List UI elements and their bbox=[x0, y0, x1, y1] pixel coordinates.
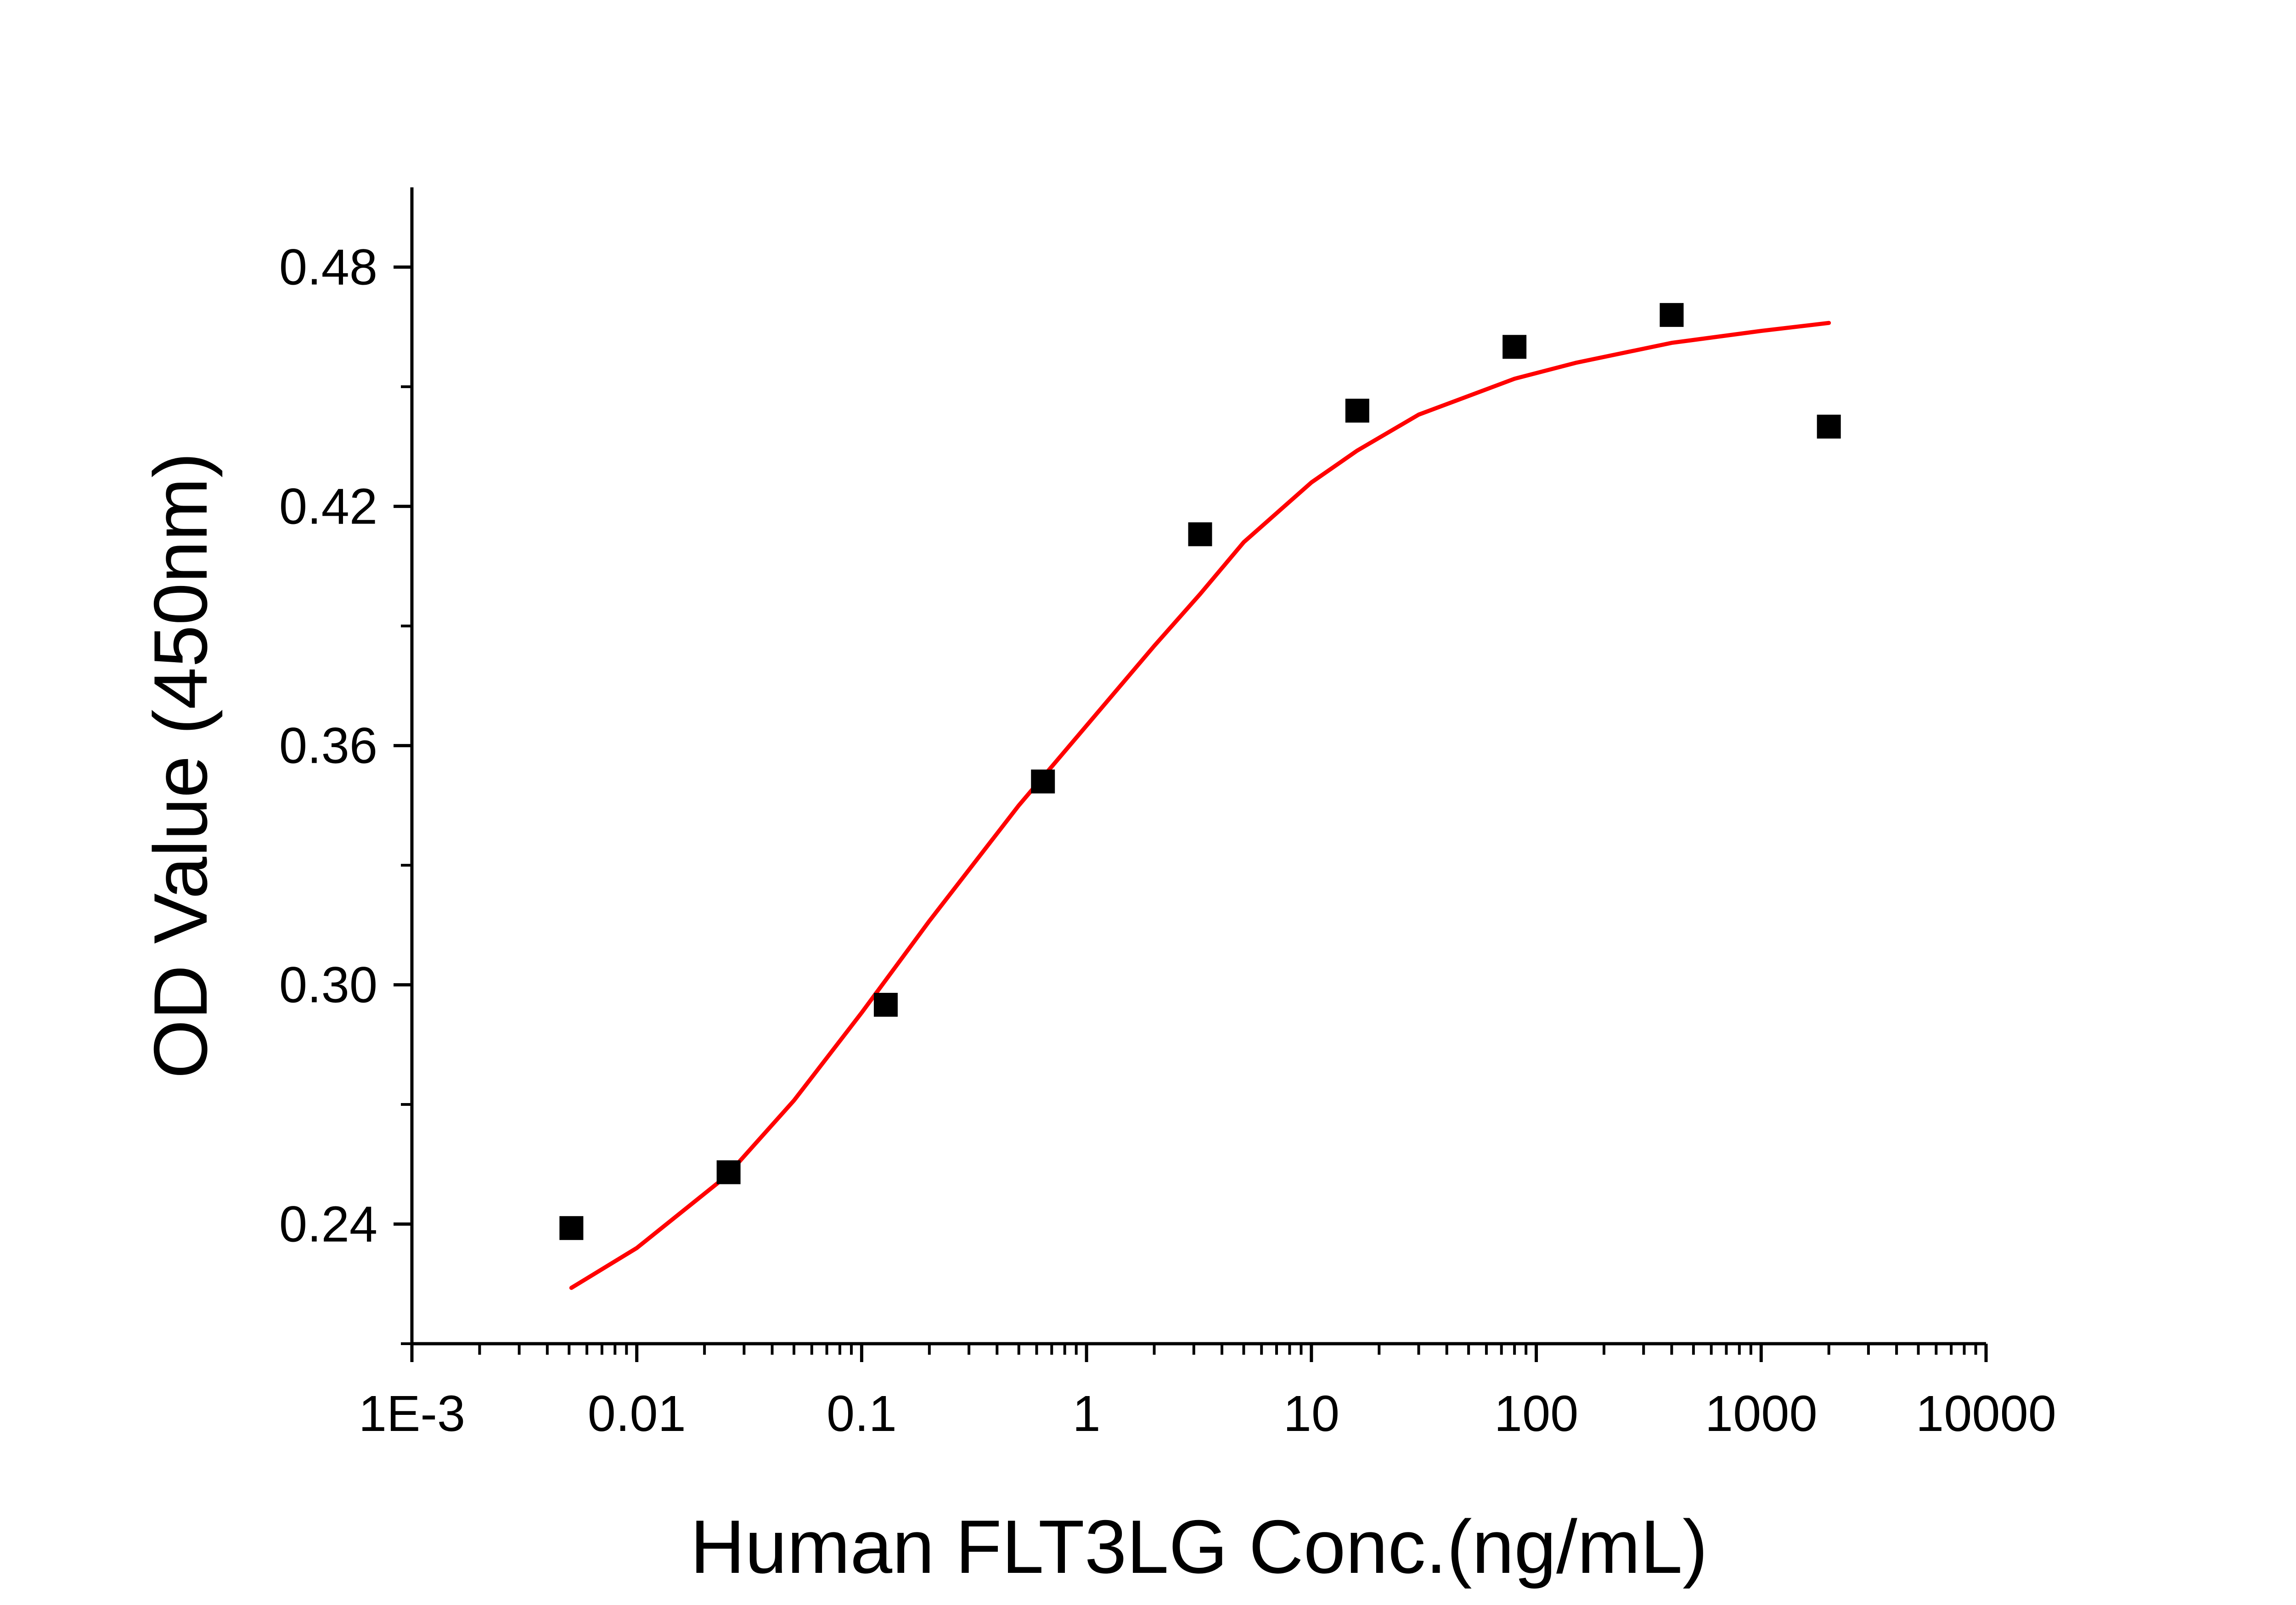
data-point bbox=[716, 1160, 741, 1184]
data-point bbox=[1817, 414, 1841, 439]
data-point bbox=[1345, 399, 1369, 423]
data-point bbox=[873, 992, 898, 1017]
y-tick-label: 0.42 bbox=[279, 479, 377, 535]
x-tick-label: 10 bbox=[1283, 1385, 1339, 1442]
series-layer bbox=[559, 303, 1841, 1290]
y-axis-title: OD Value (450nm) bbox=[138, 452, 223, 1078]
x-tick-label: 1 bbox=[1073, 1385, 1101, 1442]
axes bbox=[410, 187, 1986, 1346]
y-tick-label: 0.30 bbox=[279, 957, 377, 1014]
x-axis-title: Human FLT3LG Conc.(ng/mL) bbox=[690, 1504, 1708, 1589]
data-point bbox=[1660, 303, 1684, 327]
data-point bbox=[1503, 335, 1527, 359]
y-tick-label: 0.24 bbox=[279, 1196, 377, 1253]
data-point bbox=[1031, 769, 1055, 794]
y-tick-label: 0.36 bbox=[279, 718, 377, 774]
x-tick-label: 1000 bbox=[1705, 1385, 1818, 1442]
y-ticks: 0.24 0.30 0.36 0.42 0.48 bbox=[279, 239, 412, 1345]
x-tick-label: 0.1 bbox=[827, 1385, 897, 1442]
fit-curve bbox=[569, 321, 1831, 1290]
x-tick-label: 100 bbox=[1494, 1385, 1579, 1442]
x-tick-label: 0.01 bbox=[588, 1385, 686, 1442]
data-point bbox=[559, 1216, 584, 1240]
x-ticks: 1E-3 0.01 0.1 1 10 100 1000 10000 bbox=[359, 1344, 2056, 1442]
x-tick-label: 10000 bbox=[1916, 1385, 2056, 1442]
x-tick-label: 1E-3 bbox=[359, 1385, 465, 1442]
y-tick-label: 0.48 bbox=[279, 239, 377, 296]
data-point bbox=[1188, 522, 1212, 546]
